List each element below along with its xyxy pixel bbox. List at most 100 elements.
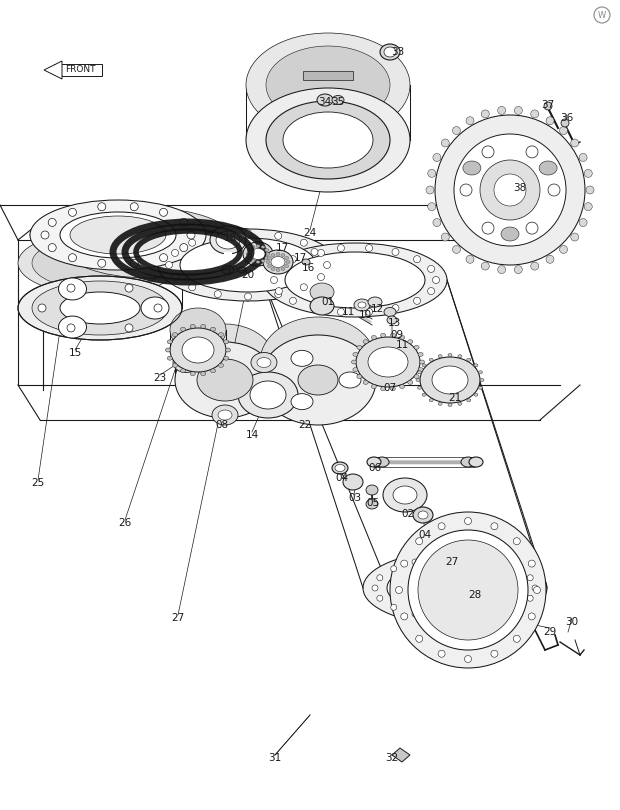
Ellipse shape — [238, 267, 246, 273]
Text: 05: 05 — [366, 498, 379, 508]
Ellipse shape — [531, 262, 539, 270]
Text: 20: 20 — [241, 270, 255, 280]
Ellipse shape — [356, 337, 420, 387]
Ellipse shape — [302, 259, 310, 265]
Circle shape — [290, 297, 296, 305]
Ellipse shape — [559, 245, 567, 254]
Circle shape — [438, 650, 445, 657]
Circle shape — [317, 249, 324, 257]
Ellipse shape — [417, 386, 422, 390]
Ellipse shape — [352, 360, 356, 364]
Ellipse shape — [408, 339, 413, 343]
Polygon shape — [392, 748, 410, 762]
Ellipse shape — [247, 257, 251, 259]
Circle shape — [532, 585, 538, 591]
Text: 35: 35 — [331, 97, 345, 107]
Ellipse shape — [32, 236, 168, 290]
Circle shape — [366, 245, 373, 252]
Ellipse shape — [390, 512, 546, 668]
Ellipse shape — [218, 410, 232, 420]
Circle shape — [464, 655, 471, 663]
Ellipse shape — [141, 297, 169, 319]
Ellipse shape — [358, 302, 366, 308]
Text: 16: 16 — [301, 263, 314, 273]
Ellipse shape — [357, 374, 362, 378]
Circle shape — [337, 245, 345, 252]
Ellipse shape — [291, 394, 313, 410]
Ellipse shape — [391, 386, 396, 390]
Ellipse shape — [175, 342, 275, 418]
Text: 06: 06 — [368, 463, 381, 473]
Ellipse shape — [266, 261, 270, 263]
Ellipse shape — [246, 253, 250, 255]
Circle shape — [180, 219, 188, 227]
Ellipse shape — [354, 299, 370, 311]
Ellipse shape — [420, 357, 480, 403]
Ellipse shape — [271, 254, 275, 257]
Text: 01: 01 — [321, 297, 335, 307]
Ellipse shape — [420, 360, 425, 364]
Text: 23: 23 — [153, 373, 167, 383]
Ellipse shape — [387, 561, 523, 615]
Ellipse shape — [418, 352, 423, 356]
Ellipse shape — [276, 253, 280, 255]
Ellipse shape — [422, 393, 426, 396]
Ellipse shape — [281, 267, 285, 271]
Ellipse shape — [467, 399, 471, 402]
Ellipse shape — [418, 540, 518, 640]
Ellipse shape — [366, 499, 378, 509]
Ellipse shape — [251, 245, 255, 249]
Circle shape — [68, 208, 76, 216]
Text: 22: 22 — [298, 420, 312, 430]
Ellipse shape — [291, 351, 313, 366]
Circle shape — [172, 249, 179, 257]
Polygon shape — [54, 64, 102, 76]
Ellipse shape — [298, 365, 338, 395]
Ellipse shape — [266, 101, 390, 179]
Ellipse shape — [238, 372, 298, 418]
Circle shape — [527, 595, 533, 601]
Ellipse shape — [479, 386, 482, 390]
Circle shape — [438, 615, 444, 620]
Ellipse shape — [167, 339, 172, 343]
Circle shape — [188, 284, 196, 291]
Circle shape — [337, 309, 345, 315]
Text: 19: 19 — [226, 265, 239, 275]
Circle shape — [482, 222, 494, 234]
Ellipse shape — [384, 47, 396, 57]
Ellipse shape — [285, 257, 289, 259]
Ellipse shape — [260, 335, 376, 425]
Text: 24: 24 — [303, 228, 317, 238]
Circle shape — [317, 274, 324, 280]
Circle shape — [166, 262, 172, 268]
Ellipse shape — [285, 252, 425, 308]
Text: 21: 21 — [448, 393, 462, 403]
Ellipse shape — [246, 88, 410, 192]
Text: 04: 04 — [335, 473, 348, 483]
Ellipse shape — [429, 358, 433, 361]
Ellipse shape — [211, 327, 216, 331]
Ellipse shape — [438, 403, 442, 405]
Ellipse shape — [371, 385, 376, 389]
Ellipse shape — [201, 324, 206, 328]
Ellipse shape — [173, 352, 199, 373]
Text: 10: 10 — [358, 310, 371, 320]
Ellipse shape — [435, 115, 585, 265]
Circle shape — [130, 202, 138, 211]
Text: 14: 14 — [246, 430, 259, 440]
Circle shape — [415, 538, 423, 544]
Circle shape — [187, 231, 195, 239]
Ellipse shape — [414, 374, 419, 378]
Circle shape — [98, 259, 106, 267]
Circle shape — [244, 230, 252, 237]
Ellipse shape — [265, 257, 268, 259]
Circle shape — [188, 239, 196, 246]
Circle shape — [492, 559, 498, 565]
Ellipse shape — [172, 333, 177, 337]
Ellipse shape — [469, 457, 483, 467]
Circle shape — [401, 613, 408, 620]
Ellipse shape — [380, 44, 400, 60]
Ellipse shape — [546, 255, 554, 263]
Ellipse shape — [257, 357, 271, 368]
Ellipse shape — [266, 46, 390, 124]
